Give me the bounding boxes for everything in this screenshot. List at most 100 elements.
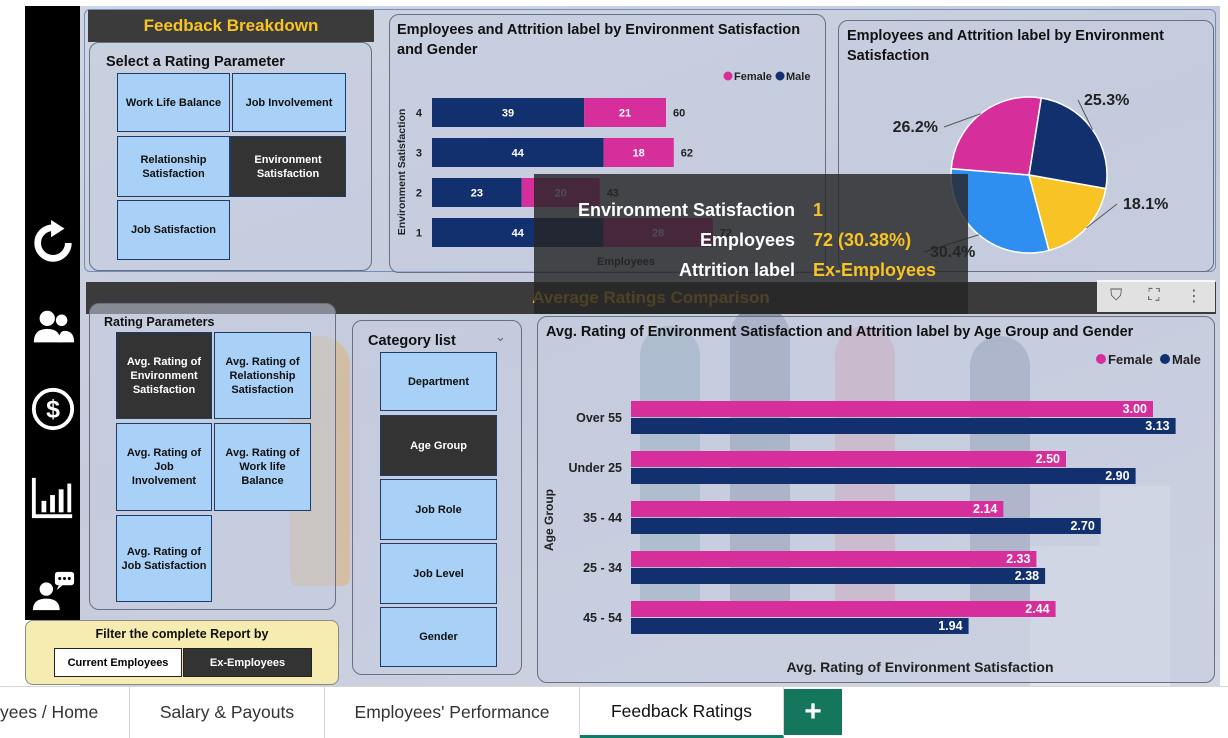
people-icon[interactable]	[25, 302, 80, 352]
chart1-label-total: 62	[681, 148, 693, 160]
param-job-satisfaction[interactable]: Avg. Rating of Job Satisfaction	[116, 515, 212, 602]
chart3-bar-male	[631, 568, 1046, 584]
bar-chart-icon[interactable]	[25, 472, 80, 522]
chart3-bar-female	[631, 551, 1037, 567]
param-work-life-balance[interactable]: Avg. Rating of Work life Balance	[214, 423, 311, 511]
chart3-label-female: 2.33	[1006, 552, 1030, 566]
category-gender[interactable]: Gender	[380, 607, 497, 667]
tooltip-value: 72 (30.38%)	[813, 230, 912, 250]
filter-current-employees[interactable]: Current Employees	[54, 648, 182, 677]
chart3-bar-male	[631, 618, 969, 634]
chart3-label-male: 2.90	[1105, 469, 1129, 483]
rating-selector-title: Select a Rating Parameter	[106, 54, 285, 70]
pie-slice	[950, 96, 1043, 176]
pie-slice	[1027, 174, 1107, 252]
param-env-satisfaction[interactable]: Avg. Rating of Environment Satisfaction	[116, 332, 212, 419]
chart1-label-male: 44	[512, 228, 525, 240]
rating-option-job-satisfaction[interactable]: Job Satisfaction	[117, 200, 230, 260]
param-job-involvement[interactable]: Avg. Rating of Job Involvement	[116, 423, 212, 511]
chart3-category-label: Under 25	[569, 461, 623, 475]
chart1-bar-male	[432, 138, 604, 167]
category-job-level[interactable]: Job Level	[380, 543, 497, 604]
tooltip-key: Attrition label	[679, 260, 795, 280]
tooltip-row: Attrition label Ex-Employees	[534, 260, 968, 290]
chart3-bar-male	[631, 468, 1136, 484]
filter-icon[interactable]: ⛉	[1110, 287, 1123, 304]
rating-option-environment-satisfaction[interactable]: Environment Satisfaction	[230, 136, 346, 197]
chevron-down-icon[interactable]: ⌄	[495, 329, 506, 344]
tab-salary-payouts[interactable]: Salary & Payouts	[130, 687, 325, 738]
rating-option-work-life-balance[interactable]: Work Life Balance	[117, 73, 230, 132]
legend-female-label: Female	[1108, 352, 1153, 367]
visual-toolbar: ⛉ ⛶ ⋮	[1097, 280, 1215, 312]
pie-value-label: 26.2%	[893, 119, 938, 136]
chart3-bar-female	[631, 501, 1004, 517]
tab-employees-performance[interactable]: Employees' Performance	[325, 687, 580, 738]
chart3-label-male: 2.70	[1070, 519, 1094, 533]
pie-slice	[1028, 97, 1108, 190]
tooltip-value: 1	[813, 200, 824, 220]
pie-value-label: 25.3%	[1084, 92, 1129, 109]
chart3-category-label: 35 - 44	[583, 511, 622, 525]
chart3-label-female: 2.50	[1036, 452, 1060, 466]
filter-ex-employees[interactable]: Ex-Employees	[183, 648, 312, 677]
tab-home[interactable]: yees / Home	[0, 687, 130, 738]
chart3-bar-female	[631, 601, 1056, 617]
legend-female-label: Female	[734, 71, 772, 83]
chart1-label-total: 60	[673, 108, 685, 120]
param-relationship-satisfaction[interactable]: Avg. Rating of Relationship Satisfaction	[214, 332, 311, 419]
pie-leader-line	[1086, 203, 1118, 229]
tooltip-value: Ex-Employees	[813, 260, 937, 280]
rating-option-relationship-satisfaction[interactable]: Relationship Satisfaction	[117, 136, 230, 197]
category-job-role[interactable]: Job Role	[380, 479, 497, 540]
dollar-icon[interactable]: $	[25, 384, 80, 434]
feedback-icon[interactable]	[25, 566, 80, 616]
tooltip-key: Employees	[699, 230, 795, 250]
tooltip-row: Environment Satisfaction 1	[534, 200, 968, 230]
chart1-label-female: 18	[633, 148, 645, 160]
rating-parameters-title: Rating Parameters	[104, 315, 215, 329]
chart1-category-label: 3	[416, 148, 422, 160]
tooltip-key: Environment Satisfaction	[577, 200, 795, 220]
chart3-label-male: 2.38	[1015, 569, 1039, 583]
chart3-category-label: 45 - 54	[583, 611, 622, 625]
rating-option-job-involvement[interactable]: Job Involvement	[232, 73, 346, 132]
chart1-ylabel: Environment Satisfaction	[396, 109, 408, 236]
chart3-label-female: 2.44	[1025, 602, 1049, 616]
chart2-plot: 25.3%18.1%30.4%26.2%	[893, 92, 1169, 261]
tab-feedback-ratings[interactable]: Feedback Ratings	[580, 687, 784, 738]
legend-male-label: Male	[1172, 352, 1201, 367]
category-age-group[interactable]: Age Group	[380, 415, 497, 476]
report-filter: Filter the complete Report by Current Em…	[25, 620, 339, 685]
chart1-bar-female	[584, 98, 666, 127]
category-list-title: Category list	[368, 333, 456, 349]
filter-title: Filter the complete Report by	[95, 627, 269, 641]
refresh-icon[interactable]	[25, 218, 80, 268]
chart3-bar-female	[631, 401, 1153, 417]
tooltip-row: Employees 72 (30.38%)	[534, 230, 968, 260]
chart1-bar-female	[603, 138, 674, 167]
chart3-bar-female	[631, 451, 1066, 467]
feedback-header: Feedback Breakdown	[88, 10, 374, 42]
legend-male-swatch	[775, 71, 785, 81]
page-tabs: yees / Home Salary & Payouts Employees' …	[0, 686, 1228, 738]
chart1-bar-male	[432, 98, 585, 127]
chart3-plot: Female Male Age Group Over 55 3.00 3.13 Under …	[542, 352, 1201, 675]
more-options-icon[interactable]: ⋮	[1185, 288, 1202, 305]
chart2-title: Employees and Attrition label by Environ…	[847, 28, 1164, 64]
chart3-bar-male	[631, 418, 1176, 434]
focus-mode-icon[interactable]: ⛶	[1148, 287, 1160, 304]
pie-leader-line	[943, 113, 981, 128]
left-navigation: $	[25, 6, 80, 620]
chart1-bar-male	[432, 178, 522, 207]
chart1-category-label: 2	[416, 188, 422, 200]
category-department[interactable]: Department	[380, 352, 497, 411]
svg-text:$: $	[46, 396, 60, 424]
pie-leader-line	[1077, 99, 1093, 130]
legend-male-label: Male	[786, 71, 810, 83]
plus-icon[interactable]: +	[784, 689, 842, 735]
chart1-title: Employees and Attrition label by Environ…	[397, 22, 801, 58]
chart1-label-male: 39	[502, 108, 514, 120]
legend-female-swatch	[723, 71, 733, 81]
